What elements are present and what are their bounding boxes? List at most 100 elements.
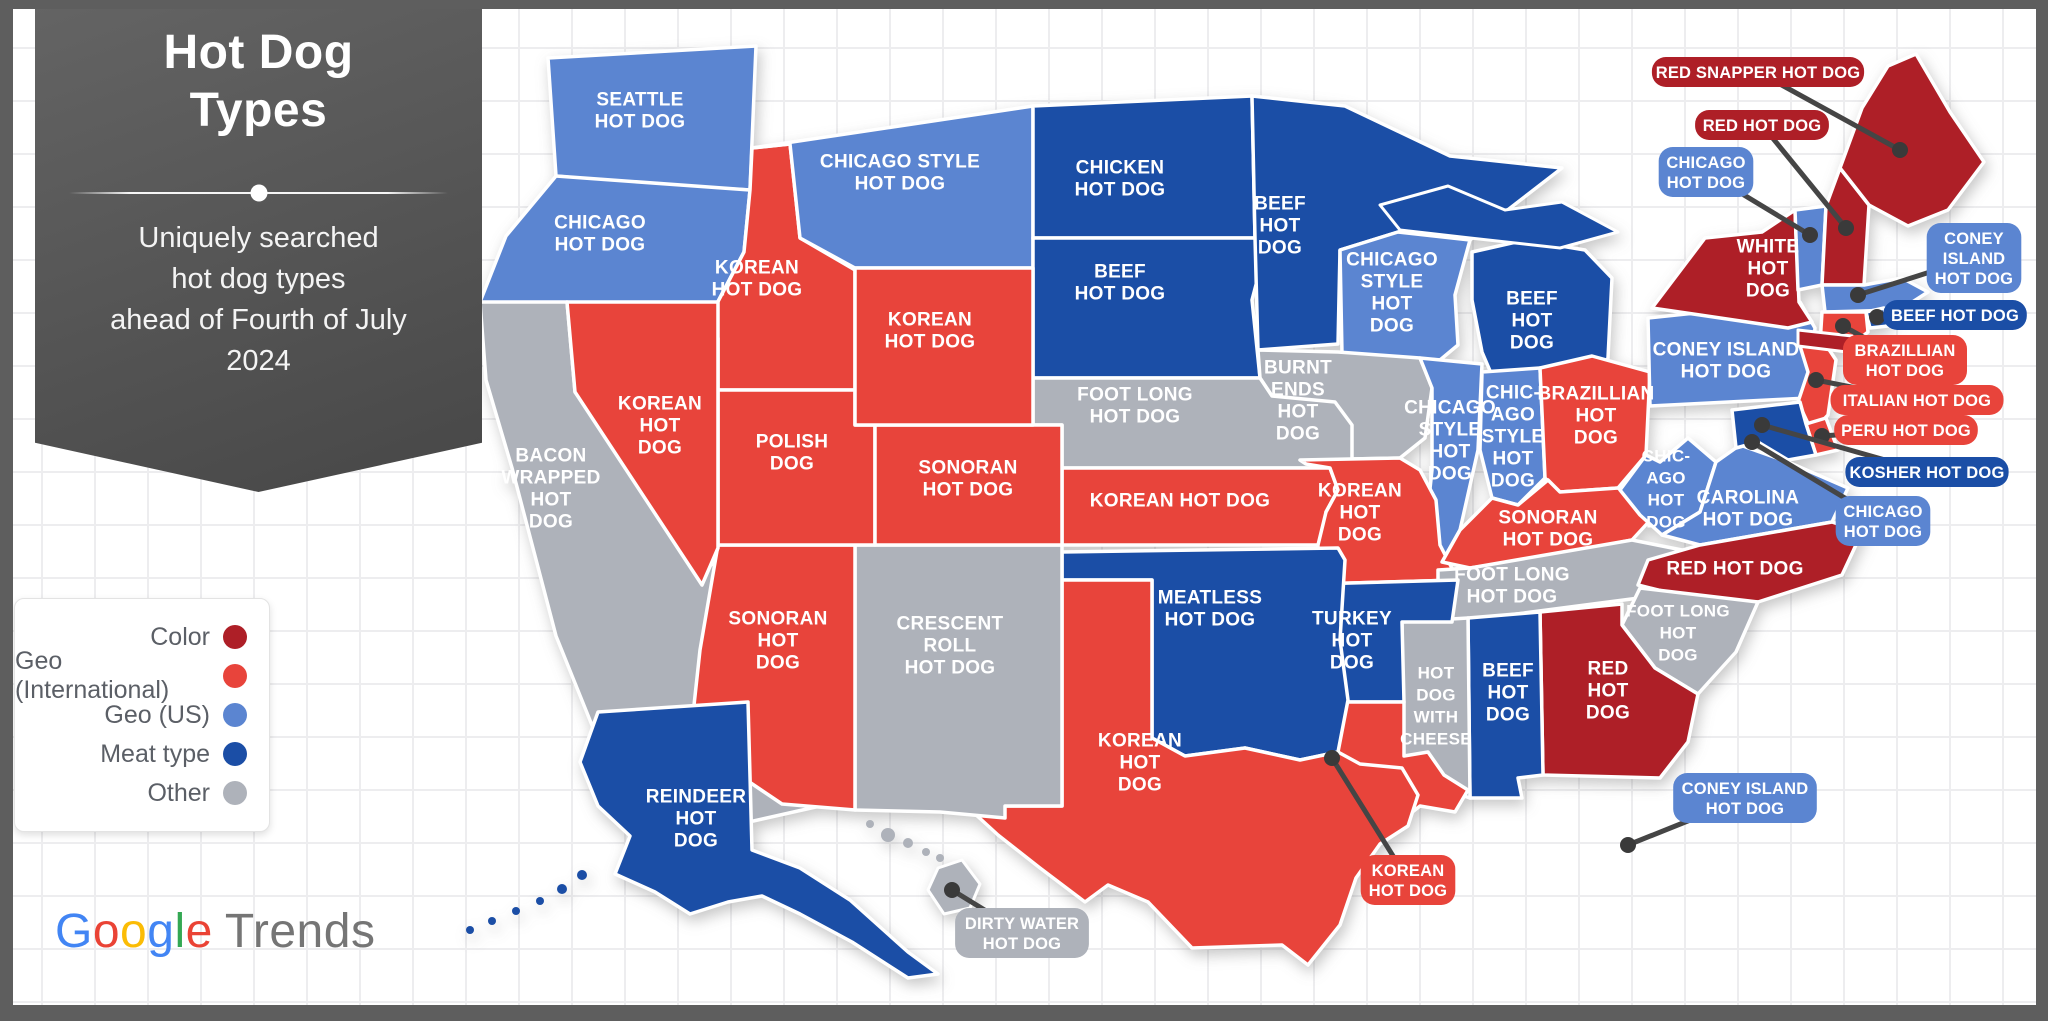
google-wordmark: Google — [55, 905, 213, 958]
logo-letter: e — [185, 905, 213, 958]
state-label: TURKEY HOT DOG — [1312, 609, 1392, 674]
callout-label-delaware: PERU HOT DOG — [1841, 422, 1971, 440]
state-label: SONORAN HOT DOG — [1498, 508, 1597, 551]
callout-label-new-hampshire: RED HOT DOG — [1703, 117, 1822, 135]
state-label: CHICAGO STYLE HOT DOG — [1346, 250, 1438, 337]
legend-label: Color — [150, 622, 210, 651]
legend-label: Geo (US) — [104, 700, 210, 729]
callout-pill-washington-dc — [1835, 496, 1931, 546]
state-label: CAROLINA HOT DOG — [1697, 488, 1800, 531]
callout-label-connecticut: BRAZILLIAN HOT DOG — [1855, 342, 1956, 380]
state-label: CONEY ISLAND HOT DOG — [1653, 340, 1800, 383]
hawaii-island — [922, 848, 930, 856]
state-label: FOOT LONG HOT DOG — [1626, 602, 1730, 665]
state-label: KOREAN HOT DOG — [712, 258, 803, 301]
callout-dot-vermont — [1802, 227, 1818, 243]
callout-connecticut: BRAZILLIAN HOT DOG — [1843, 335, 1967, 385]
callout-pill-delaware — [1834, 415, 1978, 445]
state-georgia — [1538, 602, 1700, 780]
legend-item-color: Color — [15, 621, 269, 654]
callout-dot-massachusetts — [1850, 287, 1866, 303]
callout-dot-connecticut — [1835, 318, 1851, 334]
state-label: CHIC-AGO HOT DOG — [1642, 447, 1691, 532]
hawaii-island — [866, 820, 874, 828]
subtitle-line: 2024 — [226, 345, 291, 377]
subtitle: Uniquely searched hot dog types ahead of… — [35, 218, 482, 382]
logo-letter: l — [174, 905, 186, 958]
callout-washington-dc: CHICAGO HOT DOG — [1835, 496, 1931, 546]
state-label: BEEF HOT DOG — [1254, 194, 1306, 259]
hawaii-island — [936, 854, 944, 862]
state-texas — [960, 578, 1420, 967]
hawaii-island — [881, 828, 895, 842]
page-title: Hot Dog Types — [35, 24, 482, 140]
state-label: SONORAN HOT DOG — [918, 458, 1017, 501]
state-label: BEEF HOT DOG — [1075, 262, 1166, 305]
state-label: POLISH DOG — [756, 432, 829, 475]
callout-delaware: PERU HOT DOG — [1834, 415, 1978, 445]
legend-label: Meat type — [100, 739, 210, 768]
legend-item-other: Other — [15, 777, 269, 810]
state-label: KOREAN HOT DOG — [1098, 731, 1182, 796]
divider-dot-icon — [250, 184, 267, 202]
legend-label: Geo (International) — [15, 647, 170, 704]
callout-label-rhode-island: BEEF HOT DOG — [1891, 307, 2019, 325]
states-layer: SEATTLE HOT DOG CHICAGO HOT DOG BACON WRAPPED… — [466, 44, 1986, 980]
callout-rhode-island: BEEF HOT DOG — [1883, 300, 2027, 330]
subtitle-line: ahead of Fourth of July — [110, 304, 407, 336]
callout-dot-maryland — [1754, 417, 1770, 433]
state-label: SEATTLE HOT DOG — [595, 90, 686, 133]
legend-swatch-icon — [223, 742, 247, 766]
callout-dot-new-hampshire — [1838, 220, 1854, 236]
legend-swatch-icon — [223, 664, 247, 688]
legend-swatch-icon — [223, 625, 247, 649]
callout-pill-maryland — [1845, 457, 2009, 487]
callout-pill-vermont — [1658, 147, 1754, 197]
state-label: RED HOT DOG — [1666, 559, 1803, 580]
callout-label-vermont: CHICAGO HOT DOG — [1666, 154, 1745, 192]
callout-pill-connecticut — [1843, 335, 1967, 385]
callout-label-massachusetts: CONEY ISLAND HOT DOG — [1935, 230, 2013, 288]
callout-pill-hawaii — [955, 908, 1089, 958]
state-label: BEEF HOT DOG — [1506, 289, 1558, 354]
callout-pill-new-jersey — [1830, 385, 2004, 415]
state-label: FOOT LONG HOT DOG — [1077, 385, 1193, 428]
state-south-dakota — [1031, 236, 1264, 380]
callout-label-louisiana: KOREAN HOT DOG — [1369, 862, 1447, 900]
callout-dot-maine — [1892, 142, 1908, 158]
callout-label-maine: RED SNAPPER HOT DOG — [1656, 64, 1861, 82]
subtitle-line: hot dog types — [171, 263, 346, 295]
callout-pill-louisiana — [1360, 855, 1456, 905]
logo-letter: G — [55, 905, 93, 958]
callout-dot-washington-dc — [1744, 434, 1760, 450]
google-trends-logo: Google Trends — [55, 904, 375, 959]
state-label: CHICAGO STYLE HOT DOG — [1404, 398, 1496, 485]
aleutian-island — [577, 870, 587, 880]
state-maine — [1838, 52, 1986, 228]
state-wyoming — [853, 266, 1035, 427]
legend-swatch-icon — [223, 703, 247, 727]
callout-new-jersey: ITALIAN HOT DOG — [1830, 385, 2004, 415]
callout-line-new-hampshire — [1760, 123, 1848, 230]
legend-swatch-icon — [223, 781, 247, 805]
callout-massachusetts: CONEY ISLAND HOT DOG — [1926, 223, 2022, 293]
state-label: BURNT ENDS HOT DOG — [1264, 358, 1332, 445]
title-divider — [69, 184, 448, 202]
state-label: BACON WRAPPED HOT DOG — [501, 446, 600, 533]
callout-pill-florida — [1673, 773, 1817, 823]
title-line-2: Types — [189, 84, 328, 137]
legend-item-meat: Meat type — [15, 738, 269, 771]
state-label: KOREAN HOT DOG — [885, 310, 976, 353]
state-label: HOT DOG WITH CHEESE — [1400, 664, 1472, 749]
callout-pill-massachusetts — [1926, 223, 2022, 293]
callout-hawaii: DIRTY WATER HOT DOG — [955, 908, 1089, 958]
state-label: KOREAN HOT DOG — [618, 394, 702, 459]
aleutian-island — [466, 926, 474, 934]
state-label: SONORAN HOT DOG — [728, 609, 827, 674]
callout-pill-rhode-island — [1883, 300, 2027, 330]
subtitle-line: Uniquely searched — [138, 222, 379, 254]
logo-letter: o — [120, 905, 148, 958]
callout-vermont: CHICAGO HOT DOG — [1658, 147, 1754, 197]
